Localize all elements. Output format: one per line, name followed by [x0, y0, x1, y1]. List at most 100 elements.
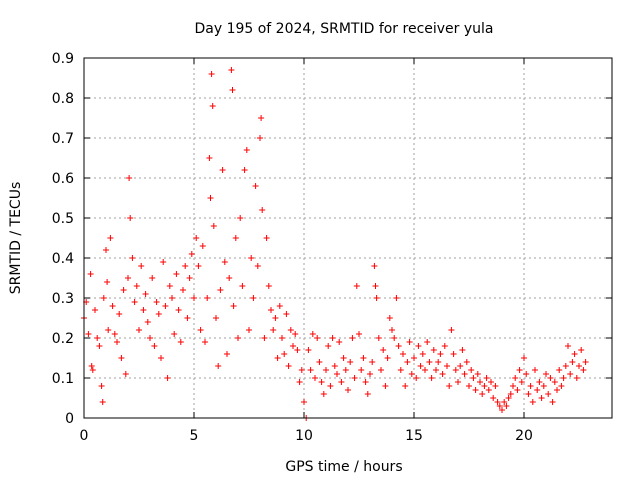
data-point: [239, 283, 246, 289]
data-point: [523, 371, 530, 377]
data-point: [477, 379, 483, 385]
data-point: [364, 391, 371, 397]
data-point: [461, 371, 468, 377]
data-point: [257, 135, 263, 141]
data-point: [345, 387, 351, 393]
data-point: [433, 367, 439, 373]
data-point: [538, 395, 545, 401]
data-point: [488, 379, 494, 385]
data-point: [131, 299, 138, 305]
data-point: [186, 275, 193, 281]
data-point: [147, 335, 153, 341]
data-point: [558, 383, 565, 389]
data-point: [505, 395, 512, 401]
data-point: [474, 371, 481, 377]
data-point: [285, 363, 292, 369]
data-point: [129, 255, 136, 261]
data-point: [272, 315, 279, 321]
data-point: [565, 343, 571, 349]
data-point: [290, 343, 296, 349]
data-point: [323, 367, 329, 373]
data-point: [349, 335, 356, 341]
data-point: [380, 347, 387, 353]
grid: [84, 58, 612, 418]
data-point: [567, 371, 574, 377]
data-point: [378, 367, 384, 373]
data-point: [215, 363, 222, 369]
data-point: [92, 307, 98, 313]
data-point: [197, 327, 204, 333]
data-point: [362, 379, 369, 385]
data-point: [87, 271, 94, 277]
axis-ticks: 0 0.1 0.2 0.3 0.4 0.5 0.6 0.7 0.8 0.9 0 5 10 15 20: [52, 51, 612, 444]
chart-title: Day 195 of 2024, SRMTID for receiver yul…: [194, 21, 493, 37]
data-point: [126, 175, 133, 181]
data-point: [202, 339, 208, 345]
data-point: [490, 395, 497, 401]
data-point: [248, 255, 255, 261]
data-point: [496, 403, 503, 409]
data-point: [426, 359, 433, 365]
data-point: [382, 383, 389, 389]
data-point: [252, 183, 259, 189]
data-point: [356, 331, 362, 337]
data-point: [229, 87, 236, 93]
data-point: [516, 367, 523, 373]
data-point: [411, 355, 417, 361]
data-point: [391, 335, 398, 341]
data-point: [501, 399, 508, 405]
data-point: [441, 343, 448, 349]
data-point: [353, 283, 360, 289]
data-point: [580, 367, 587, 373]
data-point: [318, 379, 325, 385]
data-point: [259, 207, 266, 213]
data-point: [292, 331, 299, 337]
data-point: [582, 359, 589, 365]
data-point: [226, 275, 233, 281]
data-point: [373, 295, 380, 301]
data-point: [527, 383, 534, 389]
data-point: [283, 311, 290, 317]
data-point: [417, 363, 424, 369]
data-point: [525, 391, 532, 397]
data-point: [169, 295, 175, 301]
data-point: [144, 319, 151, 325]
data-point: [301, 399, 307, 405]
data-point: [151, 343, 158, 349]
data-point: [265, 283, 272, 289]
y-tick-label: 0.3: [52, 291, 74, 307]
data-point: [217, 287, 224, 293]
data-point: [250, 295, 257, 301]
data-point: [468, 367, 475, 373]
data-point: [294, 347, 301, 353]
data-point: [279, 335, 285, 341]
data-point: [327, 383, 334, 389]
data-point: [347, 359, 354, 365]
data-point: [142, 291, 149, 297]
y-tick-label: 0.9: [52, 51, 74, 67]
data-point: [298, 367, 305, 373]
data-point: [98, 383, 105, 389]
data-point: [312, 375, 318, 381]
data-point: [325, 343, 332, 349]
x-tick-label: 0: [80, 428, 89, 444]
data-point: [395, 343, 402, 349]
data-point: [402, 383, 409, 389]
data-point: [329, 335, 336, 341]
data-point: [307, 367, 314, 373]
data-point: [457, 363, 464, 369]
data-point: [99, 399, 106, 405]
data-point: [547, 375, 554, 381]
x-tick-label: 10: [295, 428, 313, 444]
data-point: [514, 387, 521, 393]
data-point: [204, 295, 211, 301]
data-point: [155, 311, 162, 317]
data-point: [386, 315, 393, 321]
data-point: [232, 235, 239, 241]
data-point: [503, 403, 510, 409]
data-point: [413, 375, 420, 381]
data-point: [188, 251, 195, 257]
data-point: [406, 339, 413, 345]
